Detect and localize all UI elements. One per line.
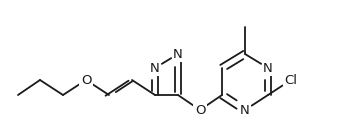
Text: N: N xyxy=(263,61,273,75)
Text: N: N xyxy=(150,61,160,75)
Text: O: O xyxy=(81,73,91,86)
Text: O: O xyxy=(195,103,205,116)
Text: N: N xyxy=(240,103,250,116)
Text: N: N xyxy=(173,48,183,61)
Text: Cl: Cl xyxy=(284,73,297,86)
